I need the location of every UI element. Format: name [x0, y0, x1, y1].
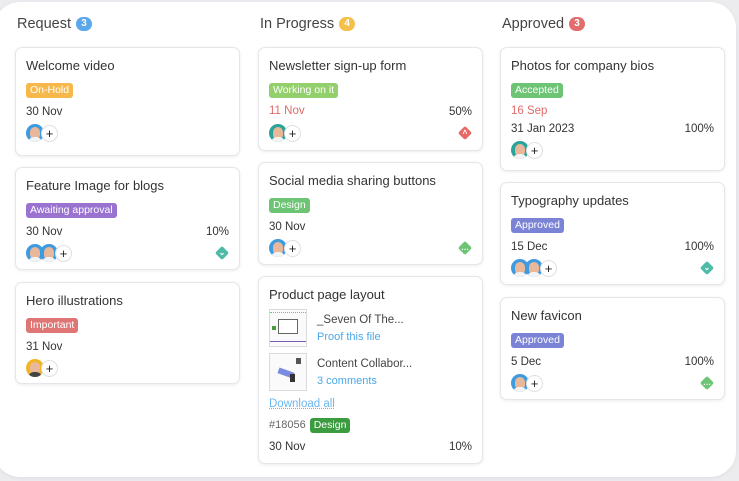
file-thumbnail[interactable]	[269, 309, 307, 347]
assignees: +	[26, 244, 72, 262]
status-tag[interactable]: Important	[26, 318, 79, 333]
avatar[interactable]	[511, 259, 529, 277]
card-title: Social media sharing buttons	[269, 173, 436, 188]
column-approved: Approved 3 Photos for company bios Accep…	[500, 0, 726, 400]
card-title: Welcome video	[26, 58, 115, 73]
progress-percent: 10%	[448, 440, 472, 453]
task-card[interactable]: Newsletter sign-up form Working on it 11…	[258, 47, 483, 151]
task-card[interactable]: Social media sharing buttons Design 30 N…	[258, 162, 483, 265]
due-date: 30 Nov	[269, 220, 306, 233]
card-title: Hero illustrations	[26, 293, 123, 308]
column-title: In Progress	[260, 15, 335, 32]
due-date: 31 Nov	[26, 340, 63, 353]
avatar[interactable]	[40, 244, 58, 262]
task-card[interactable]: Product page layout _Seven Of The... Pro…	[258, 276, 483, 464]
assignees: +	[511, 259, 557, 277]
avatar[interactable]	[269, 239, 287, 257]
priority-urgent-icon[interactable]: ˄	[457, 125, 473, 141]
status-tag[interactable]: Working on it	[269, 83, 339, 98]
status-tag[interactable]: Approved	[511, 333, 564, 348]
add-assignee-button[interactable]: +	[540, 259, 557, 277]
task-card[interactable]: New favicon Approved 5 Dec 100% + …	[500, 297, 725, 400]
status-tag[interactable]: Design	[269, 198, 310, 213]
progress-percent: 10%	[205, 225, 229, 238]
proof-file-link[interactable]: Proof this file	[317, 331, 381, 343]
due-date: 30 Nov	[26, 225, 63, 238]
file-thumbnail[interactable]	[269, 353, 307, 391]
card-title: Photos for company bios	[511, 58, 655, 73]
comments-link[interactable]: 3 comments	[317, 375, 377, 387]
avatar[interactable]	[26, 359, 44, 377]
priority-low-icon[interactable]: ⌄	[699, 260, 715, 276]
avatar[interactable]	[511, 141, 529, 159]
column-count-badge: 4	[339, 16, 356, 31]
column-title: Approved	[502, 15, 565, 32]
assignees: +	[511, 374, 543, 392]
progress-percent: 100%	[684, 355, 714, 368]
assignees: +	[511, 141, 543, 159]
progress-percent: 50%	[448, 105, 472, 118]
progress-percent: 100%	[684, 240, 714, 253]
attachment[interactable]: Content Collabor... 3 comments	[269, 353, 472, 391]
card-title: Product page layout	[269, 287, 385, 302]
avatar[interactable]	[269, 124, 287, 142]
column-request: Request 3 Welcome video On-Hold 30 Nov +…	[15, 0, 241, 384]
attachment[interactable]: _Seven Of The... Proof this file	[269, 309, 472, 347]
assignees: +	[269, 239, 301, 257]
task-card[interactable]: Typography updates Approved 15 Dec 100% +…	[500, 182, 725, 285]
task-card[interactable]: Hero illustrations Important 31 Nov +	[15, 282, 240, 384]
priority-medium-icon[interactable]: …	[457, 240, 473, 256]
download-all-link[interactable]: Download all	[269, 398, 335, 410]
file-name: Content Collabor...	[317, 358, 413, 370]
status-tag[interactable]: Design	[309, 417, 351, 433]
add-assignee-button[interactable]: +	[41, 124, 58, 142]
due-date: 30 Nov	[269, 440, 306, 453]
overdue-date: 11 Nov	[269, 105, 305, 117]
assignees: +	[26, 359, 58, 377]
priority-low-icon[interactable]: ⌄	[214, 245, 230, 261]
card-title: Feature Image for blogs	[26, 178, 165, 193]
column-count-badge: 3	[76, 16, 93, 31]
add-assignee-button[interactable]: +	[284, 124, 301, 142]
priority-medium-icon[interactable]: …	[699, 375, 715, 391]
status-tag[interactable]: Approved	[511, 218, 564, 233]
task-card[interactable]: Feature Image for blogs Awaiting approva…	[15, 167, 240, 270]
column-header: Request 3	[15, 0, 241, 47]
due-date: 5 Dec	[511, 355, 542, 368]
status-tag[interactable]: Awaiting approval	[26, 203, 117, 218]
avatar[interactable]	[26, 124, 44, 142]
column-in-progress: In Progress 4 Newsletter sign-up form Wo…	[258, 0, 484, 464]
assignees: +	[26, 124, 58, 142]
add-assignee-button[interactable]: +	[284, 239, 301, 257]
add-assignee-button[interactable]: +	[526, 374, 543, 392]
avatar[interactable]	[26, 244, 44, 262]
assignees: +	[269, 124, 301, 142]
add-assignee-button[interactable]: +	[55, 244, 72, 262]
due-date: 31 Jan 2023	[511, 122, 575, 135]
progress-percent: 100%	[684, 122, 714, 135]
status-tag[interactable]: Accepted	[511, 83, 563, 98]
task-card[interactable]: Welcome video On-Hold 30 Nov +	[15, 47, 240, 156]
status-tag[interactable]: On-Hold	[26, 83, 74, 98]
avatar[interactable]	[525, 259, 543, 277]
add-assignee-button[interactable]: +	[526, 141, 543, 159]
card-title: New favicon	[511, 308, 582, 323]
task-id: #18056	[269, 419, 306, 431]
card-title: Newsletter sign-up form	[269, 58, 407, 73]
card-title: Typography updates	[511, 193, 629, 208]
due-date: 30 Nov	[26, 105, 63, 118]
file-name: _Seven Of The...	[317, 314, 404, 326]
overdue-date: 16 Sep	[511, 105, 548, 117]
column-count-badge: 3	[569, 16, 586, 31]
add-assignee-button[interactable]: +	[41, 359, 58, 377]
column-header: Approved 3	[500, 0, 726, 47]
avatar[interactable]	[511, 374, 529, 392]
column-header: In Progress 4	[258, 0, 484, 47]
task-card[interactable]: Photos for company bios Accepted 16 Sep …	[500, 47, 725, 171]
column-title: Request	[17, 15, 72, 32]
due-date: 15 Dec	[511, 240, 548, 253]
